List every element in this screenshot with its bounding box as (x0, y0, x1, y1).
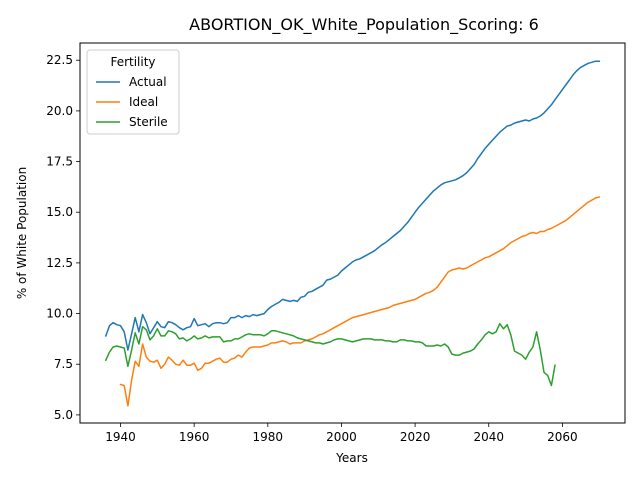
plot-frame (79, 42, 626, 424)
y-tick-label: 22.5 (46, 53, 73, 67)
series-line-ideal (119, 196, 601, 407)
x-axis: 1940 1960 1980 2000 2020 2040 2060 (105, 423, 578, 444)
chart-title: ABORTION_OK_White_Population_Scoring: 6 (189, 15, 539, 35)
x-axis-label: Years (335, 451, 368, 465)
x-tick-label: 1960 (179, 430, 210, 444)
series-line-actual (104, 60, 600, 351)
x-tick-label: 2060 (547, 430, 578, 444)
y-tick-label: 10.0 (46, 307, 73, 321)
y-tick-label: 7.5 (54, 357, 73, 371)
y-tick-label: 15.0 (46, 205, 73, 219)
legend: Fertility Actual Ideal Sterile (86, 49, 180, 135)
x-tick-label: 2040 (473, 430, 504, 444)
x-tick-label: 1980 (253, 430, 284, 444)
y-tick-label: 17.5 (46, 155, 73, 169)
series-line-sterile (104, 322, 556, 387)
y-tick-label: 5.0 (54, 408, 73, 422)
x-tick-label: 1940 (105, 430, 136, 444)
legend-title: Fertility (110, 55, 155, 69)
y-axis: 5.0 7.5 10.0 12.5 15.0 17.5 20.0 22.5 (46, 53, 80, 422)
y-axis-label: % of White Population (15, 167, 29, 299)
y-tick-label: 20.0 (46, 104, 73, 118)
legend-label-actual: Actual (129, 75, 167, 89)
legend-label-sterile: Sterile (129, 115, 168, 129)
series-layer (104, 60, 601, 407)
legend-label-ideal: Ideal (129, 95, 158, 109)
y-tick-label: 12.5 (46, 256, 73, 270)
legend-box (86, 49, 180, 135)
x-tick-label: 2020 (400, 430, 431, 444)
x-tick-label: 2000 (326, 430, 357, 444)
